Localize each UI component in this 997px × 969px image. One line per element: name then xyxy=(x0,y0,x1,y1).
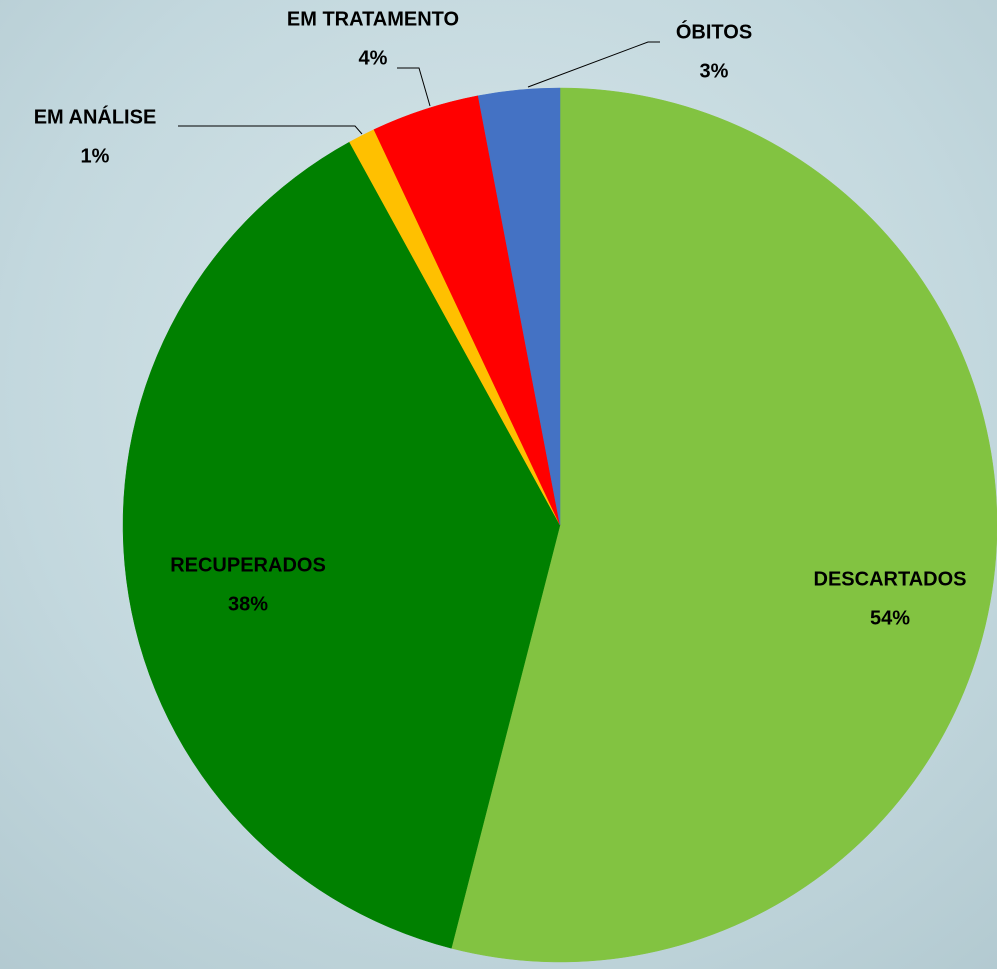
slice-value-label: 38% xyxy=(228,593,268,615)
leader-line xyxy=(178,125,363,135)
slice-label: ÓBITOS xyxy=(676,19,752,43)
slice-label: EM TRATAMENTO xyxy=(287,8,459,30)
slice-value-label: 3% xyxy=(700,60,729,82)
slice-label: RECUPERADOS xyxy=(170,554,326,576)
slice-value-label: 1% xyxy=(81,145,110,167)
leader-line xyxy=(527,41,660,88)
slice-label: EM ANÁLISE xyxy=(34,105,157,128)
leader-line xyxy=(397,67,431,107)
slice-label: DESCARTADOS xyxy=(814,568,967,590)
slice-value-label: 54% xyxy=(870,607,910,629)
pie-slice xyxy=(477,87,561,526)
labels: DESCARTADOS 54% RECUPERADOS 38% EM ANÁLISE 1%… xyxy=(34,8,967,629)
pie-slice xyxy=(122,141,561,949)
pie xyxy=(122,87,997,963)
pie-slice xyxy=(451,87,997,963)
slice-value-label: 4% xyxy=(359,47,388,69)
